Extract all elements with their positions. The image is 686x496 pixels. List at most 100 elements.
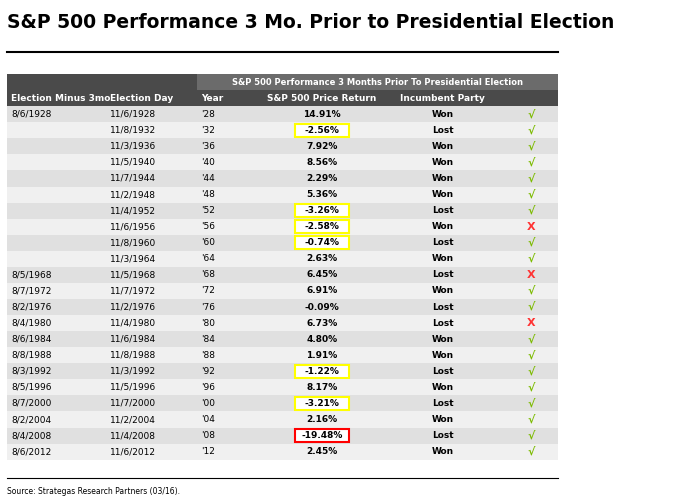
Text: '52: '52 bbox=[201, 206, 215, 215]
Text: 8/6/2012: 8/6/2012 bbox=[11, 447, 51, 456]
Text: √: √ bbox=[528, 238, 535, 248]
Text: 2.16%: 2.16% bbox=[307, 415, 338, 424]
Text: √: √ bbox=[528, 109, 535, 119]
Text: 8/6/1928: 8/6/1928 bbox=[11, 110, 51, 119]
FancyBboxPatch shape bbox=[295, 365, 349, 378]
Text: √: √ bbox=[528, 398, 535, 408]
Text: 11/6/1928: 11/6/1928 bbox=[110, 110, 156, 119]
Text: Lost: Lost bbox=[431, 206, 453, 215]
Text: 14.91%: 14.91% bbox=[303, 110, 341, 119]
Text: '76: '76 bbox=[201, 303, 215, 311]
Text: Won: Won bbox=[431, 254, 453, 263]
Text: 8/3/1992: 8/3/1992 bbox=[11, 367, 51, 376]
FancyBboxPatch shape bbox=[8, 235, 558, 251]
Text: √: √ bbox=[528, 302, 535, 312]
Text: Incumbent Party: Incumbent Party bbox=[400, 94, 485, 103]
Text: '08: '08 bbox=[201, 431, 215, 440]
FancyBboxPatch shape bbox=[8, 443, 558, 460]
Text: 8/7/2000: 8/7/2000 bbox=[11, 399, 51, 408]
Text: Lost: Lost bbox=[431, 126, 453, 135]
Text: '40: '40 bbox=[201, 158, 215, 167]
Text: -2.58%: -2.58% bbox=[305, 222, 340, 231]
Text: 2.45%: 2.45% bbox=[307, 447, 338, 456]
FancyBboxPatch shape bbox=[8, 267, 558, 283]
Text: Won: Won bbox=[431, 190, 453, 199]
FancyBboxPatch shape bbox=[197, 90, 558, 106]
Text: S&P 500 Price Return: S&P 500 Price Return bbox=[268, 94, 377, 103]
FancyBboxPatch shape bbox=[8, 283, 558, 299]
FancyBboxPatch shape bbox=[8, 154, 558, 171]
Text: Won: Won bbox=[431, 415, 453, 424]
Text: 2.29%: 2.29% bbox=[307, 174, 338, 183]
Text: 11/4/2008: 11/4/2008 bbox=[110, 431, 156, 440]
Text: √: √ bbox=[528, 141, 535, 151]
Text: -0.09%: -0.09% bbox=[305, 303, 340, 311]
FancyBboxPatch shape bbox=[8, 106, 558, 122]
Text: -19.48%: -19.48% bbox=[301, 431, 343, 440]
Text: '48: '48 bbox=[201, 190, 215, 199]
FancyBboxPatch shape bbox=[197, 74, 558, 90]
FancyBboxPatch shape bbox=[8, 379, 558, 395]
Text: Won: Won bbox=[431, 158, 453, 167]
Text: 11/7/2000: 11/7/2000 bbox=[110, 399, 156, 408]
FancyBboxPatch shape bbox=[8, 331, 558, 347]
Text: 11/3/1936: 11/3/1936 bbox=[110, 142, 156, 151]
Text: '32: '32 bbox=[201, 126, 215, 135]
Text: S&P 500 Performance 3 Months Prior To Presidential Election: S&P 500 Performance 3 Months Prior To Pr… bbox=[233, 77, 523, 87]
Text: 11/6/1984: 11/6/1984 bbox=[110, 335, 156, 344]
Text: √: √ bbox=[528, 415, 535, 425]
Text: 11/5/1968: 11/5/1968 bbox=[110, 270, 156, 279]
Text: 8.56%: 8.56% bbox=[307, 158, 338, 167]
Text: '92: '92 bbox=[201, 367, 215, 376]
Text: '36: '36 bbox=[201, 142, 215, 151]
FancyBboxPatch shape bbox=[8, 122, 558, 138]
Text: 8/5/1996: 8/5/1996 bbox=[11, 383, 51, 392]
FancyBboxPatch shape bbox=[8, 74, 197, 106]
Text: 11/6/2012: 11/6/2012 bbox=[110, 447, 156, 456]
Text: -2.56%: -2.56% bbox=[305, 126, 340, 135]
Text: Lost: Lost bbox=[431, 318, 453, 327]
Text: Won: Won bbox=[431, 351, 453, 360]
Text: √: √ bbox=[528, 350, 535, 360]
Text: √: √ bbox=[528, 367, 535, 376]
Text: '84: '84 bbox=[201, 335, 215, 344]
Text: 6.45%: 6.45% bbox=[307, 270, 338, 279]
Text: Lost: Lost bbox=[431, 238, 453, 248]
Text: '64: '64 bbox=[201, 254, 215, 263]
Text: 1.91%: 1.91% bbox=[307, 351, 338, 360]
Text: 8/5/1968: 8/5/1968 bbox=[11, 270, 51, 279]
Text: '28: '28 bbox=[201, 110, 215, 119]
FancyBboxPatch shape bbox=[8, 363, 558, 379]
FancyBboxPatch shape bbox=[8, 219, 558, 235]
Text: 11/8/1960: 11/8/1960 bbox=[110, 238, 156, 248]
FancyBboxPatch shape bbox=[295, 204, 349, 217]
Text: 11/3/1964: 11/3/1964 bbox=[110, 254, 156, 263]
Text: 8.17%: 8.17% bbox=[307, 383, 338, 392]
FancyBboxPatch shape bbox=[8, 171, 558, 186]
FancyBboxPatch shape bbox=[8, 299, 558, 315]
FancyBboxPatch shape bbox=[295, 124, 349, 137]
FancyBboxPatch shape bbox=[8, 315, 558, 331]
Text: '80: '80 bbox=[201, 318, 215, 327]
Text: '56: '56 bbox=[201, 222, 215, 231]
FancyBboxPatch shape bbox=[8, 347, 558, 363]
Text: X: X bbox=[527, 318, 536, 328]
Text: Election Day: Election Day bbox=[110, 94, 174, 103]
Text: 2.63%: 2.63% bbox=[307, 254, 338, 263]
Text: Lost: Lost bbox=[431, 270, 453, 279]
Text: 11/7/1944: 11/7/1944 bbox=[110, 174, 156, 183]
FancyBboxPatch shape bbox=[8, 412, 558, 428]
Text: '04: '04 bbox=[201, 415, 215, 424]
Text: Won: Won bbox=[431, 174, 453, 183]
Text: 11/2/1976: 11/2/1976 bbox=[110, 303, 156, 311]
Text: Election Minus 3mo: Election Minus 3mo bbox=[11, 94, 110, 103]
FancyBboxPatch shape bbox=[295, 236, 349, 249]
Text: Year: Year bbox=[201, 94, 223, 103]
Text: '44: '44 bbox=[201, 174, 215, 183]
Text: Lost: Lost bbox=[431, 303, 453, 311]
Text: Won: Won bbox=[431, 110, 453, 119]
Text: 6.73%: 6.73% bbox=[307, 318, 338, 327]
FancyBboxPatch shape bbox=[8, 202, 558, 219]
FancyBboxPatch shape bbox=[8, 428, 558, 443]
Text: 7.92%: 7.92% bbox=[307, 142, 338, 151]
